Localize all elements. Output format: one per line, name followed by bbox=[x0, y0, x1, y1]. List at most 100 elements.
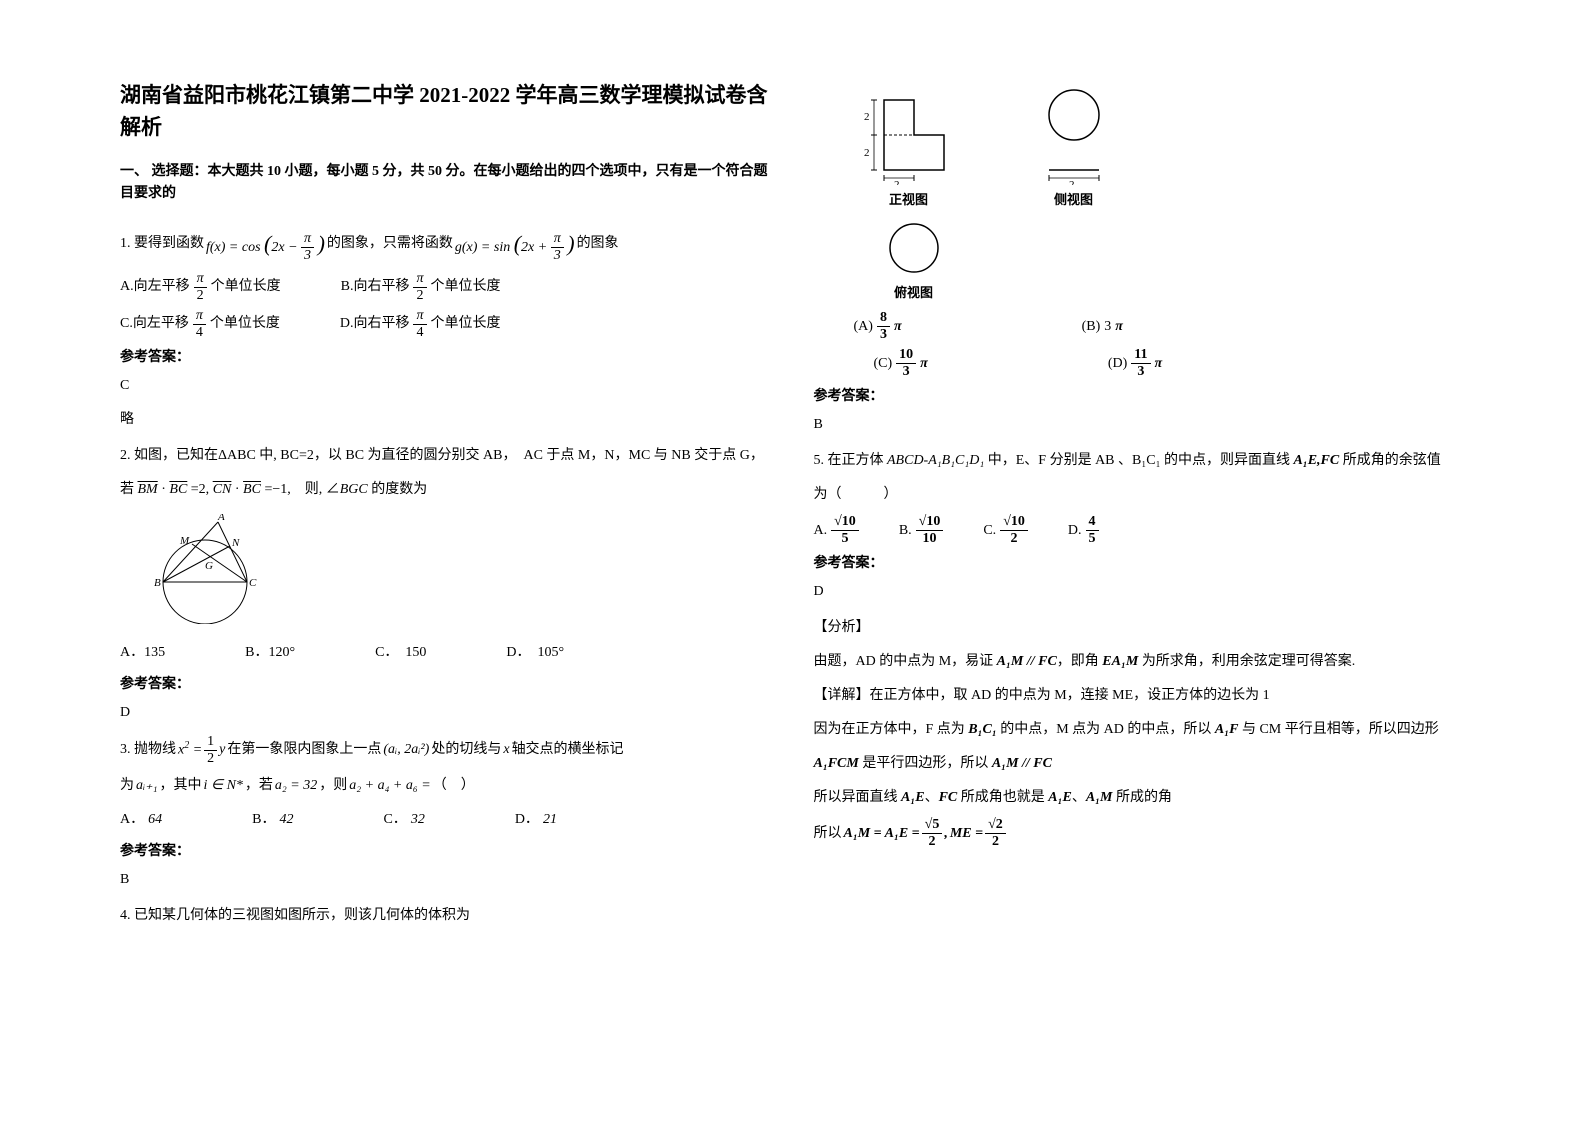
right-column: 2 2 2 正视图 2 侧视图 bbox=[794, 80, 1488, 1082]
q4-options-row2: (C) 103 π (D) 113 π bbox=[874, 348, 1468, 379]
q5-optA: A. √105 bbox=[814, 515, 859, 546]
q5-AMFC2: A₁M // FC bbox=[992, 756, 1052, 771]
q2-N: N bbox=[231, 537, 240, 549]
q3-l2a: 为 bbox=[120, 772, 134, 800]
q5-AE: A₁E bbox=[901, 790, 925, 805]
q3-optB: B．42 bbox=[252, 806, 293, 834]
q3-2: 2 bbox=[207, 751, 214, 766]
q2-A: A bbox=[217, 514, 225, 523]
q3-l2b: ，其中 bbox=[159, 772, 201, 800]
q2-options: A．135 B．120° C． 150 D． 105° bbox=[120, 639, 774, 667]
q5-Bn: √10 bbox=[916, 515, 944, 531]
q4-Api: π bbox=[894, 313, 902, 341]
q1-optB: B.向右平移 π2 个单位长度 bbox=[341, 272, 501, 303]
question-5-line1: 5. 在正方体 ABCD-A₁B₁C₁D₁ 中，E、F 分别是 AB 、B₁C₁… bbox=[814, 447, 1468, 475]
q2-optA: A．135 bbox=[120, 639, 165, 667]
q5-p1c: 为所求角，利用余弦定理可得答案. bbox=[1138, 654, 1355, 669]
q4-answer: B bbox=[814, 417, 1468, 433]
q4-three-view: 2 2 2 正视图 2 侧视图 bbox=[854, 80, 1468, 301]
q1-4C: 4 bbox=[196, 325, 203, 340]
q1-answer-label: 参考答案： bbox=[120, 346, 774, 366]
q3-optC-val: 32 bbox=[411, 806, 425, 834]
q1-optA-post: 个单位长度 bbox=[211, 273, 281, 301]
q5-D: D. bbox=[1068, 517, 1082, 545]
q5-p5b: 所成角也就是 bbox=[957, 790, 1048, 805]
q4-Ad: 3 bbox=[880, 327, 887, 342]
q4-Cd: 3 bbox=[903, 364, 910, 379]
q3-answer-label: 参考答案： bbox=[120, 840, 774, 860]
dim-2a: 2 bbox=[864, 111, 870, 123]
q5-Dd: 5 bbox=[1089, 531, 1096, 546]
q5-p4b: 是平行四边形，所以 bbox=[859, 756, 992, 771]
q1-options-row1: A.向左平移 π2 个单位长度 B.向右平移 π2 个单位长度 bbox=[120, 272, 774, 303]
q5-optC: C. √102 bbox=[983, 515, 1028, 546]
q5-p5c: 所成的角 bbox=[1112, 790, 1172, 805]
top-view: 俯视图 bbox=[874, 218, 954, 301]
q1-optC: C.向左平移 π4 个单位长度 bbox=[120, 309, 280, 340]
q3-mid2: 处的切线与 bbox=[431, 736, 501, 764]
question-2-line1: 2. 如图，已知在ΔABC 中, BC=2，以 BC 为直径的圆分别交 AB， … bbox=[120, 442, 774, 470]
q3-pre: 3. 抛物线 bbox=[120, 736, 176, 764]
q3-l2c: ，若 bbox=[245, 772, 273, 800]
q1-f1: f(x) = cos (2x − π3 ) bbox=[206, 222, 325, 266]
q4-Cpi: π bbox=[920, 350, 928, 378]
q2-B: B bbox=[154, 577, 161, 589]
q5-BC1: B₁C₁ bbox=[968, 722, 996, 737]
q5-p2: 【详解】在正方体中，取 AD 的中点为 M，连接 ME，设正方体的边长为 1 bbox=[814, 682, 1468, 710]
top-view-label: 俯视图 bbox=[894, 282, 933, 301]
q3-mid3: 轴交点的横坐标记 bbox=[512, 736, 624, 764]
q5-p6comma: , bbox=[944, 820, 948, 848]
q3-l2e: （ ） bbox=[433, 772, 475, 800]
q1-post: 的图象 bbox=[577, 230, 619, 258]
q4-Bpi: π bbox=[1115, 313, 1123, 341]
q1-piB: π bbox=[413, 272, 426, 288]
q2-optD: D． 105° bbox=[506, 639, 564, 667]
q3-sum: a₂ + a₄ + a₆ = bbox=[349, 772, 430, 800]
q2-bgc: BGC bbox=[340, 482, 368, 497]
question-4: 4. 已知某几何体的三视图如图所示，则该几何体的体积为 bbox=[120, 902, 774, 930]
question-3-line2: 为 aᵢ₊₁ ，其中 i ∈ N* ，若 a₂ = 32 ，则 a₂ + a₄ … bbox=[120, 772, 774, 800]
q2-l2c: =−1, 则, ∠ bbox=[264, 482, 339, 497]
question-5-line2: 为（ ） bbox=[814, 481, 1468, 509]
q3-xaxis: x bbox=[503, 736, 509, 764]
q1-f2b: 2x + bbox=[521, 240, 547, 255]
q5-p5: 所以异面直线 A₁E、FC 所成角也就是 A₁E、A₁M 所成的角 bbox=[814, 784, 1468, 812]
q2-BC1: BC bbox=[169, 482, 187, 497]
q1-optC-pre: C.向左平移 bbox=[120, 310, 189, 338]
q5-p1a: 由题，AD 的中点为 M，易证 bbox=[814, 654, 997, 669]
q2-M: M bbox=[179, 535, 190, 547]
q3-y: y bbox=[219, 736, 225, 764]
q1-pi2: π bbox=[551, 232, 564, 248]
q4-options-row1: (A) 83 π (B) 3 π bbox=[854, 311, 1468, 342]
q1-pre: 1. 要得到函数 bbox=[120, 230, 204, 258]
q5-Cd: 2 bbox=[1011, 531, 1018, 546]
q1-optB-pre: B.向右平移 bbox=[341, 273, 410, 301]
q5-cube: ABCD-A₁B₁C₁D₁ bbox=[887, 453, 984, 468]
q5-p3: 因为在正方体中，F 点为 B₁C₁ 的中点，M 点为 AD 的中点，所以 A₁F… bbox=[814, 716, 1468, 744]
q4-Dd: 3 bbox=[1137, 364, 1144, 379]
q3-optB-val: 42 bbox=[279, 806, 293, 834]
q2-answer: D bbox=[120, 705, 774, 721]
q5-AEFC: A₁E,FC bbox=[1293, 453, 1339, 468]
q2-BC2: BC bbox=[243, 482, 261, 497]
q1-optA: A.向左平移 π2 个单位长度 bbox=[120, 272, 281, 303]
q1-f2a: g(x) = sin bbox=[455, 240, 510, 255]
q5-analysis-label: 【分析】 bbox=[814, 614, 1468, 642]
q2-BM: BM bbox=[138, 482, 158, 497]
q5-Bd: 10 bbox=[923, 531, 937, 546]
q5-p1: 由题，AD 的中点为 M，易证 A₁M // FC，即角 EA₁M 为所求角，利… bbox=[814, 648, 1468, 676]
question-1: 1. 要得到函数 f(x) = cos (2x − π3 ) 的图象，只需将函数… bbox=[120, 222, 774, 266]
q4-Dpi: π bbox=[1155, 350, 1163, 378]
q5-p5a: 所以异面直线 bbox=[814, 790, 902, 805]
q5-p3c: 与 CM 平行且相等，所以四边形 bbox=[1238, 722, 1438, 737]
q5-AMFC: A₁M // FC bbox=[997, 654, 1057, 669]
q5-AF: A₁F bbox=[1215, 722, 1239, 737]
q5-AE2: A₁E bbox=[1048, 790, 1072, 805]
left-column: 湖南省益阳市桃花江镇第二中学 2021-2022 学年高三数学理模拟试卷含解析 … bbox=[100, 80, 794, 1082]
q1-optD-post: 个单位长度 bbox=[431, 310, 501, 338]
q5-Dn: 4 bbox=[1086, 515, 1099, 531]
q5-l1a: 5. 在正方体 bbox=[814, 453, 888, 468]
q5-p4a: A₁FCM bbox=[814, 756, 859, 771]
q5-options: A. √105 B. √1010 C. √102 D. 45 bbox=[814, 515, 1468, 546]
q1-mid: 的图象，只需将函数 bbox=[327, 230, 453, 258]
